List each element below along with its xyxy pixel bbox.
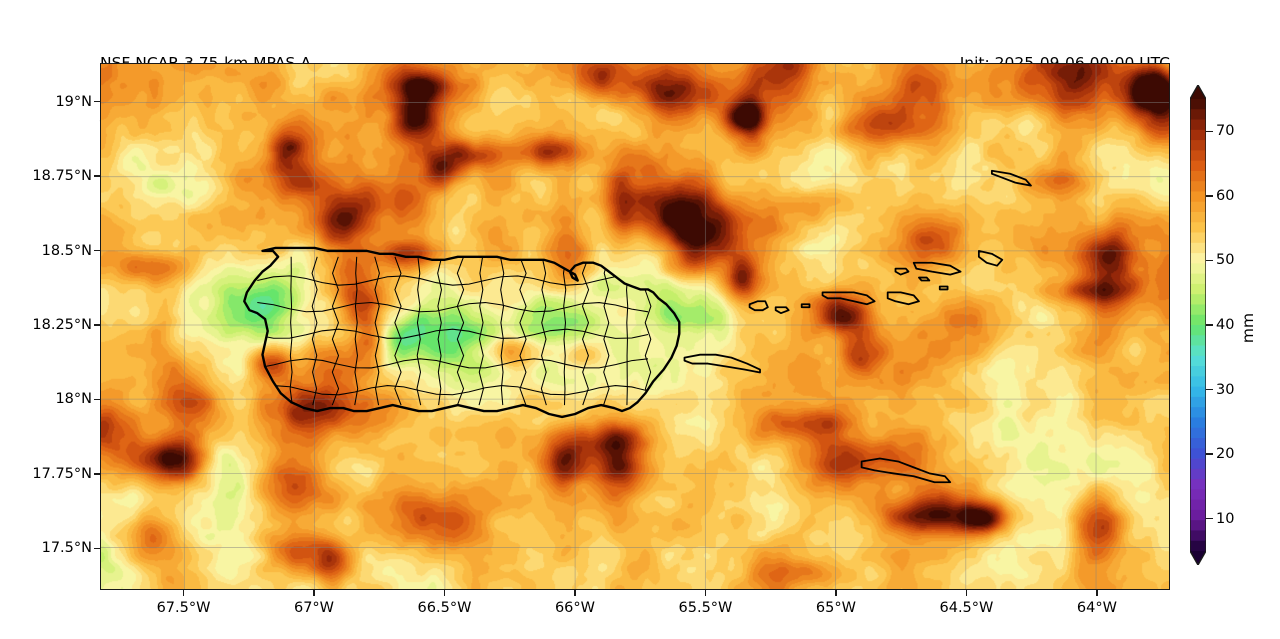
colorbar-tick-label: 20 — [1216, 446, 1235, 463]
x-tick-label: 67°W — [293, 600, 335, 616]
colorbar-tick-label: 50 — [1216, 252, 1235, 269]
colorbar-tick-mark — [1206, 453, 1213, 455]
colorbar-unit-label: mm — [1239, 312, 1257, 344]
x-tick-mark — [1096, 590, 1098, 596]
x-tick-label: 64°W — [1076, 600, 1117, 616]
x-tick-mark — [574, 590, 576, 596]
colorbar-gradient — [1190, 85, 1206, 565]
y-tick-label: 18°N — [55, 391, 92, 408]
colorbar-tick-mark — [1206, 259, 1213, 262]
x-tick-label: 65°W — [815, 600, 856, 616]
x-tick-label: 67.5°W — [156, 600, 211, 616]
x-tick-mark — [704, 590, 707, 596]
x-tick-mark — [182, 590, 185, 596]
y-tick-label: 17.75°N — [32, 465, 92, 482]
colorbar-tick-label: 70 — [1216, 123, 1235, 140]
y-tick-label: 18.5°N — [41, 242, 92, 259]
x-tick-label: 64.5°W — [939, 600, 994, 616]
x-tick-mark — [443, 590, 446, 596]
colorbar-tick-mark — [1206, 388, 1213, 391]
colorbar-tick-label: 60 — [1216, 187, 1235, 204]
colorbar-tick-label: 40 — [1216, 317, 1235, 333]
colorbar — [1190, 85, 1206, 565]
map-plot-area — [100, 63, 1170, 590]
colorbar-tick-mark — [1206, 130, 1213, 133]
coastline-overlay — [243, 169, 1032, 484]
x-tick-mark — [313, 590, 315, 596]
tpw-field-raster — [101, 64, 1169, 589]
y-tick-label: 18.25°N — [32, 317, 92, 333]
x-tick-label: 65.5°W — [678, 600, 733, 616]
colorbar-tick-label: 10 — [1216, 510, 1235, 527]
colorbar-tick-mark — [1206, 517, 1213, 520]
colorbar-tick-mark — [1206, 195, 1213, 197]
y-tick-label: 18.75°N — [32, 168, 92, 185]
x-tick-label: 66.5°W — [417, 600, 472, 616]
y-tick-label: 17.5°N — [41, 540, 92, 557]
y-tick-label: 19°N — [55, 93, 92, 110]
x-tick-mark — [965, 590, 968, 596]
x-tick-label: 66°W — [554, 600, 595, 616]
x-tick-mark — [835, 590, 837, 596]
colorbar-tick-mark — [1206, 324, 1213, 326]
colorbar-tick-label: 30 — [1216, 381, 1235, 398]
